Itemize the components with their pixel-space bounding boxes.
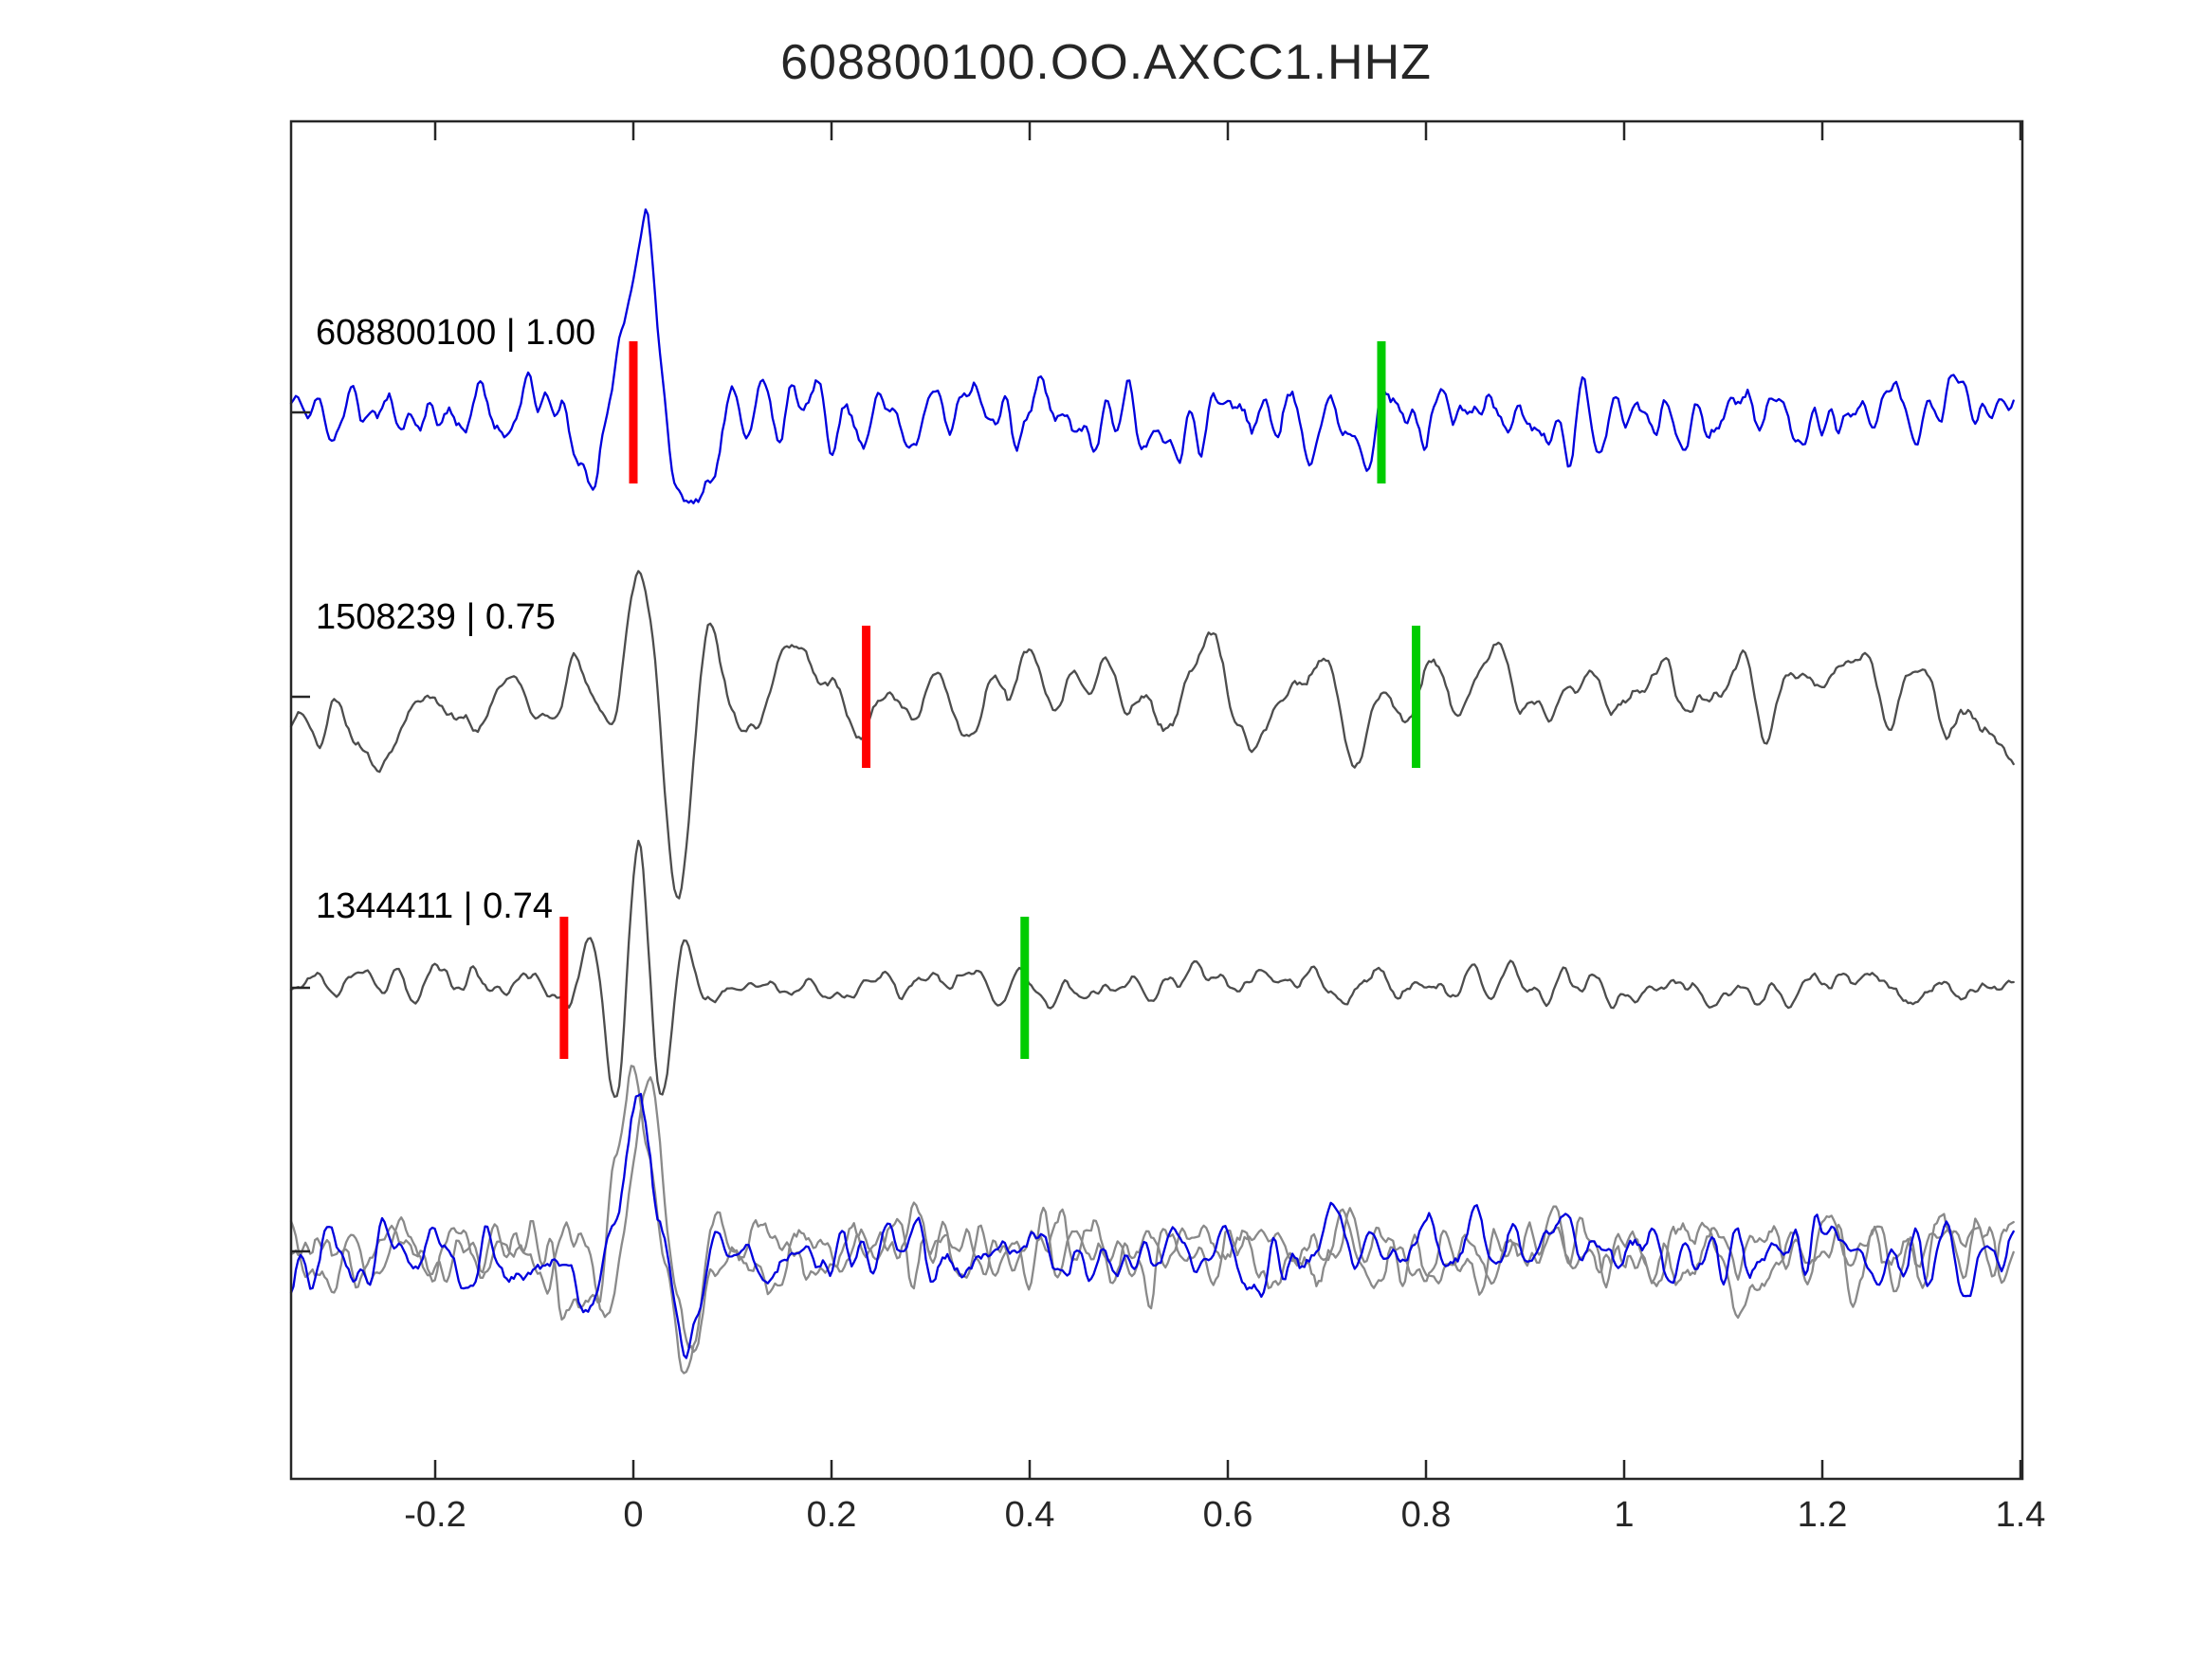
overlay-trace-0 <box>289 1076 2015 1354</box>
x-tick-label: 0 <box>623 1495 643 1535</box>
x-tick-label: -0.2 <box>404 1495 466 1535</box>
waveform-trace-608800100 <box>289 208 2015 505</box>
trace-label-1344411: 1344411 | 0.74 <box>316 886 554 926</box>
x-tick-label: 0.2 <box>807 1495 857 1535</box>
x-tick-label: 0.4 <box>1005 1495 1055 1535</box>
waveform-trace-1508239 <box>289 570 2015 900</box>
x-tick-label: 0.8 <box>1401 1495 1452 1535</box>
trace-label-608800100: 608800100 | 1.00 <box>316 313 596 353</box>
overlay-trace-1 <box>289 1065 2015 1375</box>
x-tick-label: 1.2 <box>1798 1495 1848 1535</box>
figure-title: 608800100.OO.AXCC1.HHZ <box>780 35 1432 90</box>
x-tick-label: 1 <box>1614 1495 1634 1535</box>
trace-label-1508239: 1508239 | 0.75 <box>316 597 556 637</box>
axes-box <box>289 119 2024 1481</box>
x-tick-label: 0.6 <box>1203 1495 1253 1535</box>
overlay-trace-2 <box>289 1092 2015 1359</box>
x-tick-label: 1.4 <box>1996 1495 2046 1535</box>
waveform-trace-1344411 <box>289 839 2015 1099</box>
